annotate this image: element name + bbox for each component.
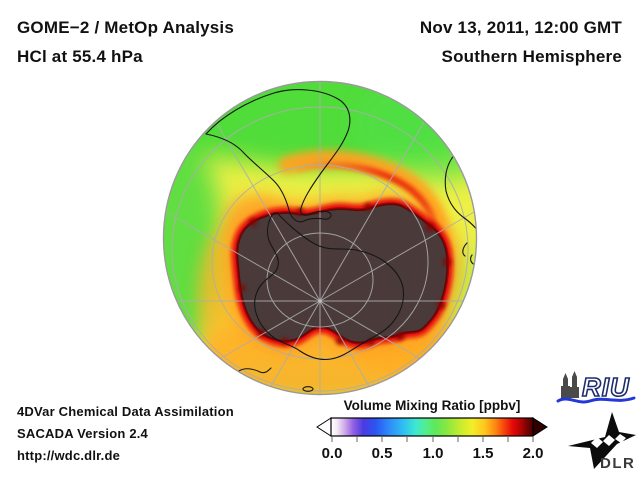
coastline-islands bbox=[238, 367, 272, 374]
colorbar-gradient-bar bbox=[330, 417, 534, 437]
colorbar-scale bbox=[316, 417, 548, 442]
tick-label: 0.0 bbox=[321, 445, 343, 462]
credits-block: 4DVar Chemical Data Assimilation SACADA … bbox=[17, 401, 234, 467]
product-title-block: GOME−2 / MetOp Analysis HCl at 55.4 hPa bbox=[17, 13, 234, 71]
tick-label: 2.0 bbox=[522, 445, 544, 462]
hemisphere-label: Southern Hemisphere bbox=[441, 47, 622, 66]
tick-label: 1.0 bbox=[422, 445, 444, 462]
credit-line-2: SACADA Version 2.4 bbox=[17, 426, 148, 441]
colorbar-minor-ticks bbox=[331, 437, 534, 442]
colorbar: Volume Mixing Ratio [ppbv] bbox=[316, 398, 548, 463]
dlr-star-cutout bbox=[591, 437, 603, 448]
coastline-south-america bbox=[205, 89, 351, 223]
product-title: GOME−2 / MetOp Analysis bbox=[17, 18, 235, 37]
cathedral-icon-2 bbox=[570, 371, 579, 398]
colorbar-tick-labels: 0.0 0.5 1.0 1.5 2.0 bbox=[316, 445, 548, 463]
colorbar-left-arrow bbox=[316, 417, 332, 437]
credit-line-1: 4DVar Chemical Data Assimilation bbox=[17, 404, 234, 419]
product-species-level: HCl at 55.4 hPa bbox=[17, 47, 143, 66]
globe-rim bbox=[162, 80, 478, 396]
colorbar-right-arrow bbox=[532, 417, 548, 437]
coastline-antarctica bbox=[254, 212, 405, 361]
coastlines bbox=[205, 89, 476, 392]
dlr-star-cutout bbox=[615, 434, 626, 443]
dlr-logo-text: DLR bbox=[600, 455, 635, 471]
dlr-star-icon bbox=[568, 412, 636, 469]
dlr-logo: DLR bbox=[568, 412, 636, 471]
south-pole-dot bbox=[318, 299, 322, 303]
datetime-block: Nov 13, 2011, 12:00 GMT Southern Hemisph… bbox=[420, 13, 622, 71]
colorbar-title: Volume Mixing Ratio [ppbv] bbox=[343, 398, 521, 413]
tick-label: 1.5 bbox=[472, 445, 494, 462]
dlr-star-cutout bbox=[603, 435, 615, 446]
wave-icon bbox=[556, 396, 636, 404]
riu-logo-text: RIU bbox=[582, 372, 630, 402]
riu-logo: RIU bbox=[556, 371, 636, 404]
polar-vortex-offscale-region bbox=[236, 203, 448, 344]
coastline-small-island bbox=[302, 386, 314, 392]
cathedral-icon bbox=[561, 373, 570, 398]
datetime-label: Nov 13, 2011, 12:00 GMT bbox=[419, 18, 622, 37]
tick-label: 0.5 bbox=[371, 445, 393, 462]
credit-url: http://wdc.dlr.de bbox=[17, 448, 121, 463]
